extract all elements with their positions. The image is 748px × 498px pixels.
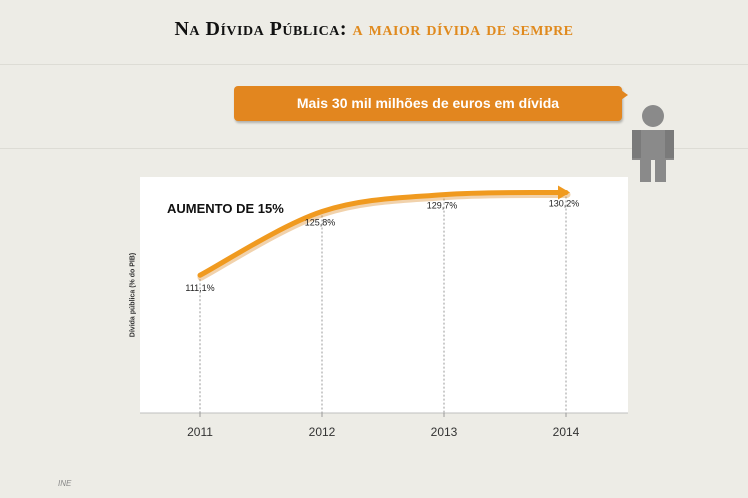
x-tick-label-2011: 2011 [187,425,213,439]
person-icon [632,105,674,182]
data-point-2013 [442,193,446,197]
divider-top [0,64,748,65]
data-point-2011 [198,273,202,277]
source-note: INE [58,479,72,488]
callout-tail [618,88,628,102]
callout-box: Mais 30 mil milhões de euros em dívida [234,86,622,121]
y-axis-label: Dívida pública (% do PIB) [129,252,137,338]
data-label-2014: 130,2% [549,198,580,208]
title-sub: a maior dívida de sempre [352,18,574,40]
series-line [197,189,569,278]
chart-annotation: AUMENTO DE 15% [167,201,284,216]
data-label-2011: 111,1% [185,283,214,293]
data-label-2013: 129,7% [427,201,458,211]
x-tick-label-2014: 2014 [553,425,580,439]
page-title: Na Dívida Pública: a maior dívida de sem… [0,18,748,41]
data-point-2014 [564,190,568,194]
divider-mid [0,148,748,149]
chart-plot-area [140,177,628,413]
data-point-2012 [320,210,324,214]
x-tick-label-2013: 2013 [431,425,458,439]
data-label-2012: 125,8% [305,218,336,228]
title-main: Na Dívida Pública: [174,18,348,40]
series-arrowhead [558,185,570,200]
x-tick-label-2012: 2012 [309,425,336,439]
